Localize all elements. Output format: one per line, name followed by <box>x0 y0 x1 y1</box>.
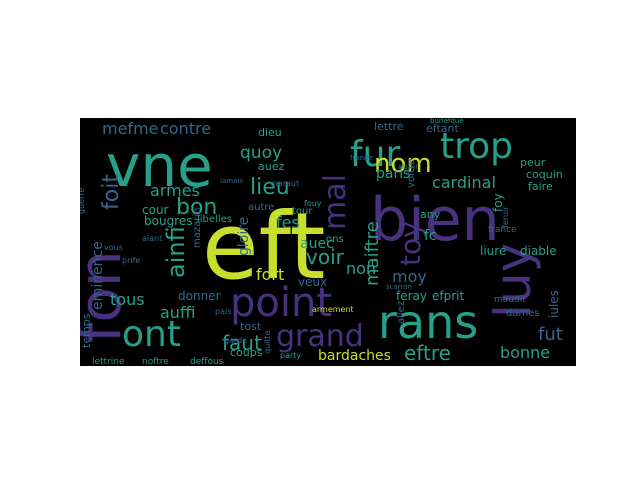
word-burlefque: burlefque <box>430 118 464 125</box>
word-noftre: noftre <box>142 357 169 366</box>
word-allez: allez <box>396 301 407 324</box>
word-cloud: eft bien vne fon luy point rans ont fur trop mal gr… <box>80 118 576 366</box>
word-faire: faire <box>528 180 553 193</box>
word-iules: iules <box>547 290 561 318</box>
word-auec: auec <box>300 236 334 252</box>
word-foit: foit <box>99 174 124 210</box>
word-cour: cour <box>142 203 169 217</box>
word-france: france <box>488 225 517 235</box>
word-veux: veux <box>298 275 327 289</box>
word-liure: liure <box>480 244 506 258</box>
word-feruir: feruir <box>501 206 510 228</box>
word-fouy: fouy <box>304 199 322 208</box>
word-rans: rans <box>378 295 478 349</box>
word-feray: feray <box>396 289 427 303</box>
word-bonne: bonne <box>500 343 550 362</box>
word-fronde: fronde <box>350 154 373 162</box>
word-scarron: scarron <box>386 283 412 291</box>
word-quoy: quoy <box>240 143 282 163</box>
word-cardinal: cardinal <box>432 173 496 192</box>
word-autre: autre <box>248 202 274 213</box>
word-faut: faut <box>222 331 262 355</box>
word-garde: garde <box>224 336 247 345</box>
word-contre: contre <box>160 119 211 138</box>
word-eminence: eminence <box>90 241 106 310</box>
word-deffous: deffous <box>190 357 224 366</box>
word-vne: vne <box>106 132 213 200</box>
word-fort: fort <box>256 265 284 284</box>
word-iamais: iamais <box>220 177 243 185</box>
word-diable: diable <box>520 244 557 258</box>
word-tous: tous <box>110 290 145 309</box>
word-mal: mal <box>318 174 353 230</box>
word-coquin: coquin <box>526 168 563 181</box>
word-auez: auez <box>258 160 284 173</box>
word-mefme: mefme <box>102 119 159 138</box>
word-guerre: guerre <box>80 188 86 214</box>
word-paris: paris <box>376 166 410 182</box>
word-armement: armement <box>312 305 354 314</box>
word-bon: bon <box>176 195 217 220</box>
word-lieu: lieu <box>250 175 290 200</box>
word-eftant: eftant <box>426 122 459 135</box>
word-fes: fes <box>276 213 300 232</box>
word-toy: toy <box>394 221 427 266</box>
word-cloud-background <box>80 118 576 366</box>
word-maiftre: maiftre <box>362 221 383 286</box>
word-dieu: dieu <box>258 126 282 139</box>
word-auffi: auffi <box>160 303 195 322</box>
word-fon: fon <box>80 250 134 343</box>
word-dames: dames <box>506 308 540 319</box>
word-quitte: quitte <box>263 330 272 354</box>
word-foy: foy <box>491 193 505 212</box>
word-prife: prife <box>122 256 140 265</box>
word-peur: peur <box>520 156 546 169</box>
word-party: party <box>280 351 301 360</box>
word-armes: armes <box>150 181 200 200</box>
word-non: non <box>346 259 376 278</box>
word-donner: donner <box>178 289 221 303</box>
word-efprit: efprit <box>432 289 464 303</box>
word-libelles: libelles <box>197 214 232 225</box>
word-bougres: bougres <box>144 214 193 228</box>
word-eftre: eftre <box>404 341 451 365</box>
word-cloud-canvas: eft bien vne fon luy point rans ont fur trop mal gr… <box>80 118 576 366</box>
word-luy: luy <box>484 243 542 318</box>
word-auoir: auoir <box>398 162 419 171</box>
word-voftre: voftre <box>406 159 417 188</box>
word-fut: fut <box>538 324 563 345</box>
word-voir: voir <box>306 245 345 269</box>
word-grand: grand <box>276 319 364 354</box>
word-bien: bien <box>370 185 500 255</box>
word-coups: coups <box>230 346 263 359</box>
word-trop: trop <box>440 126 513 167</box>
word-pais: pais <box>215 307 231 316</box>
word-maudit: maudit <box>494 295 526 305</box>
word-bardaches: bardaches <box>318 348 391 364</box>
word-lettrine: lettrine <box>92 357 125 366</box>
word-eft: eft <box>202 193 325 300</box>
word-lettre: lettre <box>374 120 404 133</box>
word-point: point <box>230 280 332 326</box>
word-any: any <box>420 208 441 221</box>
word-fur: fur <box>350 134 400 175</box>
word-ainfi: ainfi <box>162 226 190 278</box>
word-temps: temps <box>80 313 93 348</box>
word-tour: tour <box>292 206 313 217</box>
word-ont: ont <box>122 314 181 355</box>
word-mazarin: mazarin <box>192 208 203 248</box>
word-ons: ons <box>326 234 344 245</box>
word-fc: fc <box>424 228 437 244</box>
word-moy: moy <box>392 267 427 286</box>
word-gloire: gloire <box>236 217 252 256</box>
word-nom: nom <box>374 149 432 179</box>
word-aiant: aiant <box>142 234 162 243</box>
word-maraut: maraut <box>270 179 299 188</box>
words-layer: eft bien vne fon luy point rans ont fur trop mal gr… <box>80 118 563 366</box>
word-vous: vous <box>104 243 123 252</box>
word-tost: tost <box>240 320 262 333</box>
